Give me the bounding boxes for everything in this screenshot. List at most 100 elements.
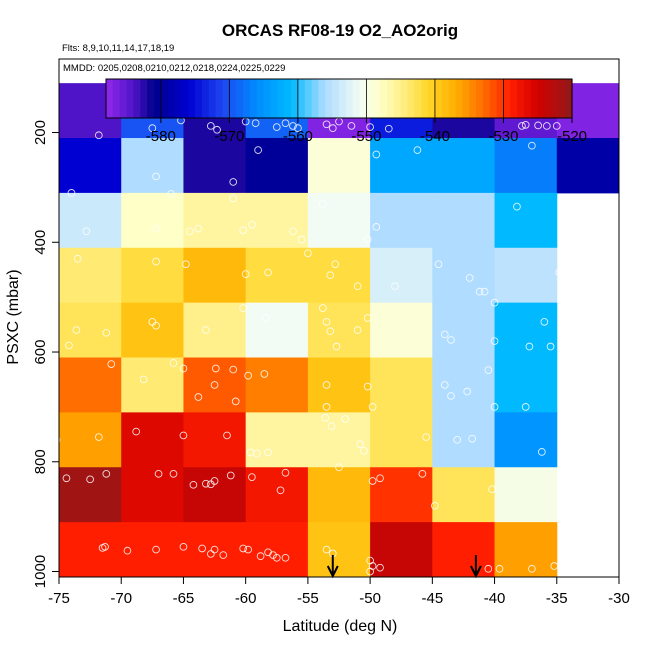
observation-point [447, 336, 455, 344]
observation-point [335, 463, 343, 472]
observation-point [422, 433, 430, 441]
x-tick-label: -35 [546, 590, 568, 607]
observation-point [194, 224, 203, 233]
observation-point [322, 403, 331, 411]
colorbar-segment [400, 79, 409, 118]
observation-point [239, 544, 248, 553]
heatmap-cell [370, 192, 433, 249]
colorbar-segment [153, 79, 162, 118]
observation-point [521, 403, 530, 411]
observation-point [210, 545, 219, 554]
heatmap-cell [494, 522, 558, 578]
colorbar-segment [386, 79, 395, 118]
observation-point [327, 422, 336, 430]
x-tick-label: -75 [48, 590, 70, 607]
observation-point [363, 314, 372, 322]
colorbar-tick-label: -520 [557, 128, 587, 145]
observation-point [413, 146, 422, 154]
observation-point [384, 124, 393, 133]
observation-point [251, 119, 260, 128]
observation-point [123, 546, 132, 555]
heatmap-cell [121, 412, 184, 468]
heatmap-cell [59, 412, 122, 468]
heatmap-cell [245, 522, 309, 578]
colorbar-tick-label: -540 [420, 128, 450, 145]
observation-point [260, 370, 269, 378]
colorbar-segment [119, 79, 128, 118]
heatmap-cell [59, 247, 122, 304]
observation-point [206, 122, 215, 130]
observation-point [152, 224, 160, 233]
observation-point [223, 431, 231, 440]
heatmap-cell [494, 357, 558, 413]
observation-point [463, 387, 472, 396]
heatmap-cell [307, 467, 371, 523]
colorbar-segment [503, 79, 511, 118]
colorbar-segment [106, 79, 114, 118]
observation-point [322, 120, 331, 129]
dates-subtitle: MMDD: 0205,0208,0210,0212,0218,0224,0225… [63, 63, 285, 74]
observation-point [256, 552, 265, 560]
heatmap-cell [370, 467, 433, 523]
observation-point [322, 545, 331, 554]
heatmap-cell [183, 247, 247, 304]
observation-point [244, 545, 253, 554]
colorbar-segment [277, 79, 285, 118]
colorbar-segment [318, 79, 326, 118]
heatmap-cell [183, 522, 247, 578]
observation-point [465, 274, 474, 282]
colorbar-segment [236, 79, 244, 118]
observation-point [169, 359, 178, 367]
x-tick-label: -65 [173, 590, 195, 607]
heatmap-cell [245, 467, 309, 523]
heatmap-cell [307, 138, 371, 194]
colorbar-segment [304, 79, 313, 118]
colorbar-segment [133, 79, 141, 118]
colorbar-segment [448, 79, 457, 118]
flights-subtitle: Flts: 8,9,10,11,14,17,18,19 [62, 43, 174, 54]
observation-point [297, 235, 306, 244]
observation-point [368, 403, 377, 411]
observation-point [102, 469, 111, 478]
observation-point [490, 403, 499, 411]
observation-point [82, 227, 91, 236]
observation-point [391, 282, 399, 291]
colorbar-segment [201, 79, 210, 118]
colorbar-segment [147, 79, 155, 118]
colorbar-segment [482, 79, 491, 118]
observation-point [363, 235, 372, 244]
colorbar-segment [263, 79, 272, 118]
observation-point [182, 260, 190, 269]
heatmap-cell [432, 467, 496, 523]
observation-point [239, 226, 248, 235]
colorbar-segment [455, 79, 463, 118]
heatmap-cell [121, 302, 184, 359]
heatmap-cell [59, 192, 122, 249]
observation-point [546, 342, 555, 351]
y-tick-label: 600 [32, 340, 49, 365]
heatmap-cell [307, 247, 371, 304]
observation-point [440, 381, 449, 389]
observation-point [550, 562, 559, 570]
heatmap-cell [494, 247, 558, 304]
colorbar-segment [243, 79, 251, 118]
heatmap-cell [245, 302, 309, 359]
observation-point [360, 446, 368, 455]
observation-point [107, 360, 116, 368]
observation-point [528, 141, 536, 150]
x-tick-label: -30 [608, 590, 630, 607]
colorbar-segment [489, 79, 498, 118]
colorbar-segment [565, 79, 573, 118]
observation-point [332, 342, 341, 351]
colorbar-segment [215, 79, 224, 118]
colorbar-segment [297, 79, 306, 118]
flight-arrow-head [469, 565, 482, 579]
colorbar-segment [249, 79, 258, 118]
observation-point [102, 328, 111, 337]
observation-point [488, 485, 496, 494]
observation-point [495, 564, 504, 573]
observation-point [376, 474, 384, 483]
colorbar-segment [524, 79, 532, 118]
observation-point [430, 501, 439, 510]
heatmap-cell [370, 302, 433, 359]
